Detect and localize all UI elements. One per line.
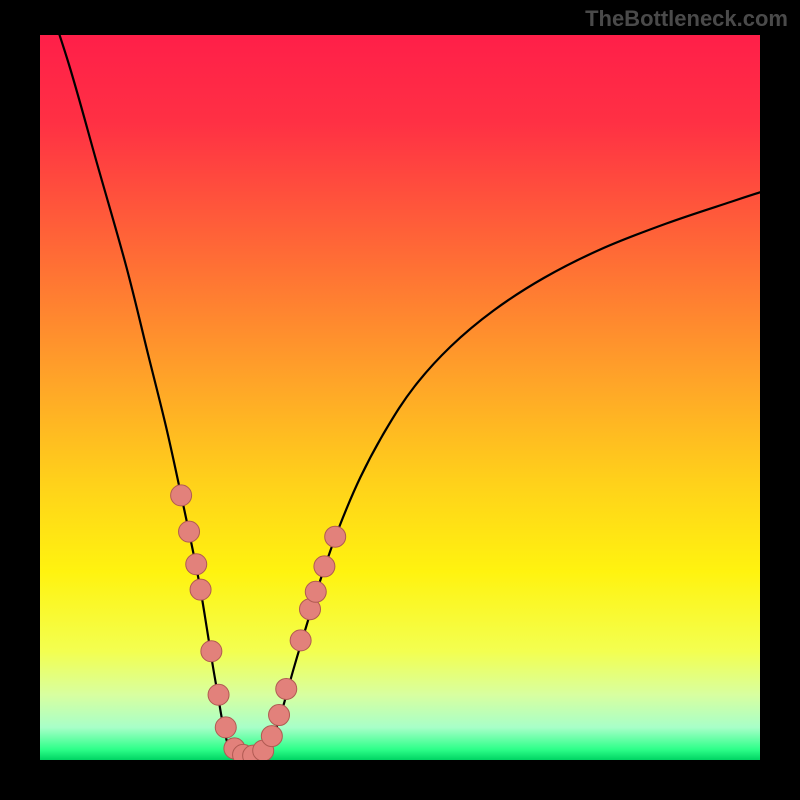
data-marker <box>325 526 346 547</box>
data-marker <box>190 579 211 600</box>
chart-svg <box>0 0 800 800</box>
data-marker <box>208 684 229 705</box>
data-marker <box>269 705 290 726</box>
data-marker <box>186 554 207 575</box>
plot-background-gradient <box>40 35 760 760</box>
data-marker <box>276 678 297 699</box>
data-marker <box>261 726 282 747</box>
data-marker <box>290 630 311 651</box>
chart-outer-frame <box>0 0 800 800</box>
data-marker <box>314 556 335 577</box>
watermark-text: TheBottleneck.com <box>585 6 788 32</box>
data-marker <box>201 641 222 662</box>
data-marker <box>305 581 326 602</box>
data-marker <box>179 521 200 542</box>
data-marker <box>215 717 236 738</box>
data-marker <box>171 485 192 506</box>
chart-stage: TheBottleneck.com <box>0 0 800 800</box>
